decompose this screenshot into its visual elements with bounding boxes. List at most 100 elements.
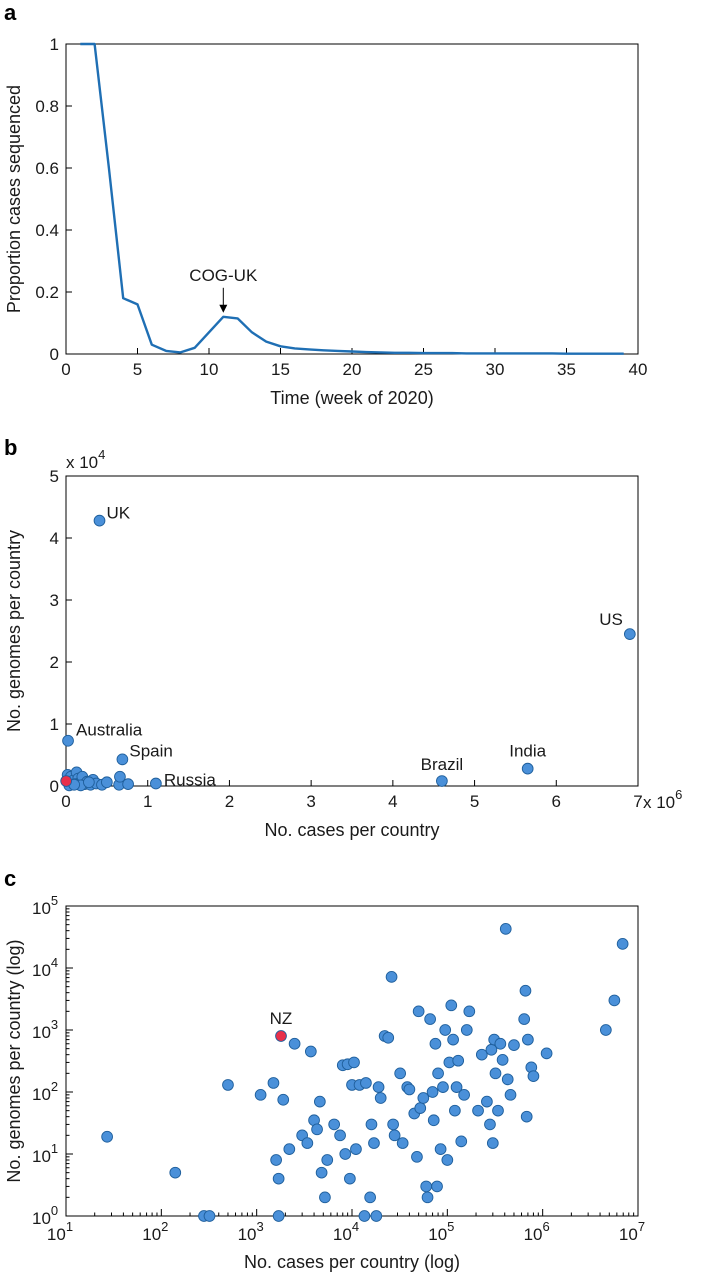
country-point-india (521, 762, 534, 775)
label-russia: Russia (164, 771, 217, 790)
panel-c-y-label: No. genomes per country (log) (4, 939, 24, 1182)
country-point (449, 1104, 461, 1117)
country-point (492, 1104, 504, 1117)
country-point (350, 1143, 362, 1155)
country-point (424, 1013, 436, 1025)
country-point (434, 1143, 447, 1155)
country-point (501, 1073, 514, 1086)
country-point (481, 1095, 493, 1108)
country-point (420, 1180, 433, 1193)
country-point (382, 1031, 395, 1044)
country-point (360, 1077, 372, 1089)
country-point (522, 1033, 534, 1046)
country-point (450, 1081, 463, 1093)
panel-c-x-tick-label: 102 (142, 1219, 168, 1244)
panel-a-y-tick-label: 1 (50, 35, 59, 54)
country-point (313, 1095, 326, 1108)
panel-b-points (60, 514, 636, 792)
country-point (272, 1172, 285, 1185)
country-point (388, 1129, 401, 1142)
panel-a-letter: a (4, 0, 17, 25)
country-point (429, 1037, 442, 1050)
country-point (277, 1093, 290, 1106)
country-point (518, 1013, 531, 1025)
label-uk: UK (107, 504, 131, 523)
country-point (270, 1154, 282, 1166)
country-point (441, 1154, 454, 1166)
panel-a-x-tick-label: 0 (61, 360, 70, 379)
panel-b-x-tick-label: 5 (470, 792, 479, 811)
country-point (504, 1088, 517, 1101)
panel-c-x-tick-label: 101 (47, 1219, 73, 1244)
panel-b-y-tick-label: 2 (50, 653, 59, 672)
panel-b-x-tick-label: 3 (306, 792, 315, 811)
country-point (599, 1024, 612, 1036)
panel-b-y-tick-label: 1 (50, 715, 59, 734)
panel-a-y-tick-label: 0.2 (35, 283, 59, 302)
label-us: US (599, 610, 623, 629)
country-point (114, 770, 126, 783)
country-point (358, 1210, 371, 1222)
country-point (344, 1172, 356, 1185)
panel-a-y-label: Proportion cases sequenced (4, 85, 24, 313)
country-point (432, 1067, 444, 1080)
country-point (403, 1083, 416, 1096)
panel-a-y-tick-label: 0.8 (35, 97, 59, 116)
country-point (122, 778, 134, 790)
panel-c-x-tick-label: 106 (524, 1219, 550, 1244)
panel-b-y-tick-label: 5 (50, 467, 59, 486)
country-point (484, 1118, 496, 1131)
country-point (372, 1081, 385, 1093)
panel-b-x-tick-label: 0 (61, 792, 70, 811)
panel-a-annotation: COG-UK (189, 266, 258, 313)
panel-c-y-axis: 100 101 102 103 104 105 (32, 893, 73, 1228)
country-point (301, 1137, 314, 1149)
country-point (385, 970, 398, 983)
panel-c-x-label: No. cases per country (log) (244, 1252, 460, 1272)
label-australia: Australia (76, 721, 143, 740)
panel-c-x-tick-label: 104 (333, 1219, 359, 1244)
panel-b-plot-box (65, 475, 639, 787)
panel-c-y-tick-label: 102 (32, 1079, 58, 1104)
panel-a-y-tick-label: 0.6 (35, 159, 59, 178)
country-point (311, 1123, 323, 1136)
country-point (496, 1054, 509, 1066)
country-point (222, 1079, 234, 1091)
country-point (348, 1056, 360, 1069)
panel-c-x-tick-label: 107 (619, 1219, 645, 1244)
country-point (452, 1054, 465, 1067)
panel-b-y-tick-label: 4 (50, 529, 59, 548)
country-point-russia (150, 777, 162, 790)
country-point (101, 776, 113, 789)
country-point (475, 1048, 488, 1061)
country-point (411, 1150, 423, 1163)
country-point (319, 1191, 331, 1204)
country-point (272, 1210, 285, 1222)
panel-b-y-tick-label: 3 (50, 591, 59, 610)
country-point (455, 1135, 468, 1148)
country-point (374, 1092, 387, 1104)
country-point (463, 1005, 476, 1018)
country-point (437, 1081, 449, 1093)
country-point (203, 1210, 216, 1222)
panel-b-x-tick-label: 1 (143, 792, 152, 811)
country-point (414, 1102, 427, 1114)
panel-b-x-tick-label: 4 (388, 792, 397, 811)
panel-c-log-scatter-chart: c 101 102 103 104 105 106 107 1001011021031041… (4, 866, 645, 1272)
country-point (315, 1166, 328, 1179)
panel-c-y-tick-label: 103 (32, 1017, 58, 1042)
country-point (101, 1130, 113, 1143)
country-point-australia (62, 734, 74, 747)
label-india: India (509, 742, 546, 761)
panel-a-x-tick-label: 20 (343, 360, 362, 379)
panel-b-scatter-chart: b 0 1 2 3 4 5 6 7 0 1 2 3 4 5 x 104 x 106 No. cases … (4, 435, 682, 840)
panel-c-points (101, 923, 629, 1222)
panel-a-plot-box (65, 43, 639, 355)
country-point (427, 1114, 440, 1127)
country-point (439, 1024, 452, 1036)
panel-c-letter: c (4, 866, 16, 891)
country-point (321, 1154, 334, 1166)
country-point (334, 1129, 346, 1142)
